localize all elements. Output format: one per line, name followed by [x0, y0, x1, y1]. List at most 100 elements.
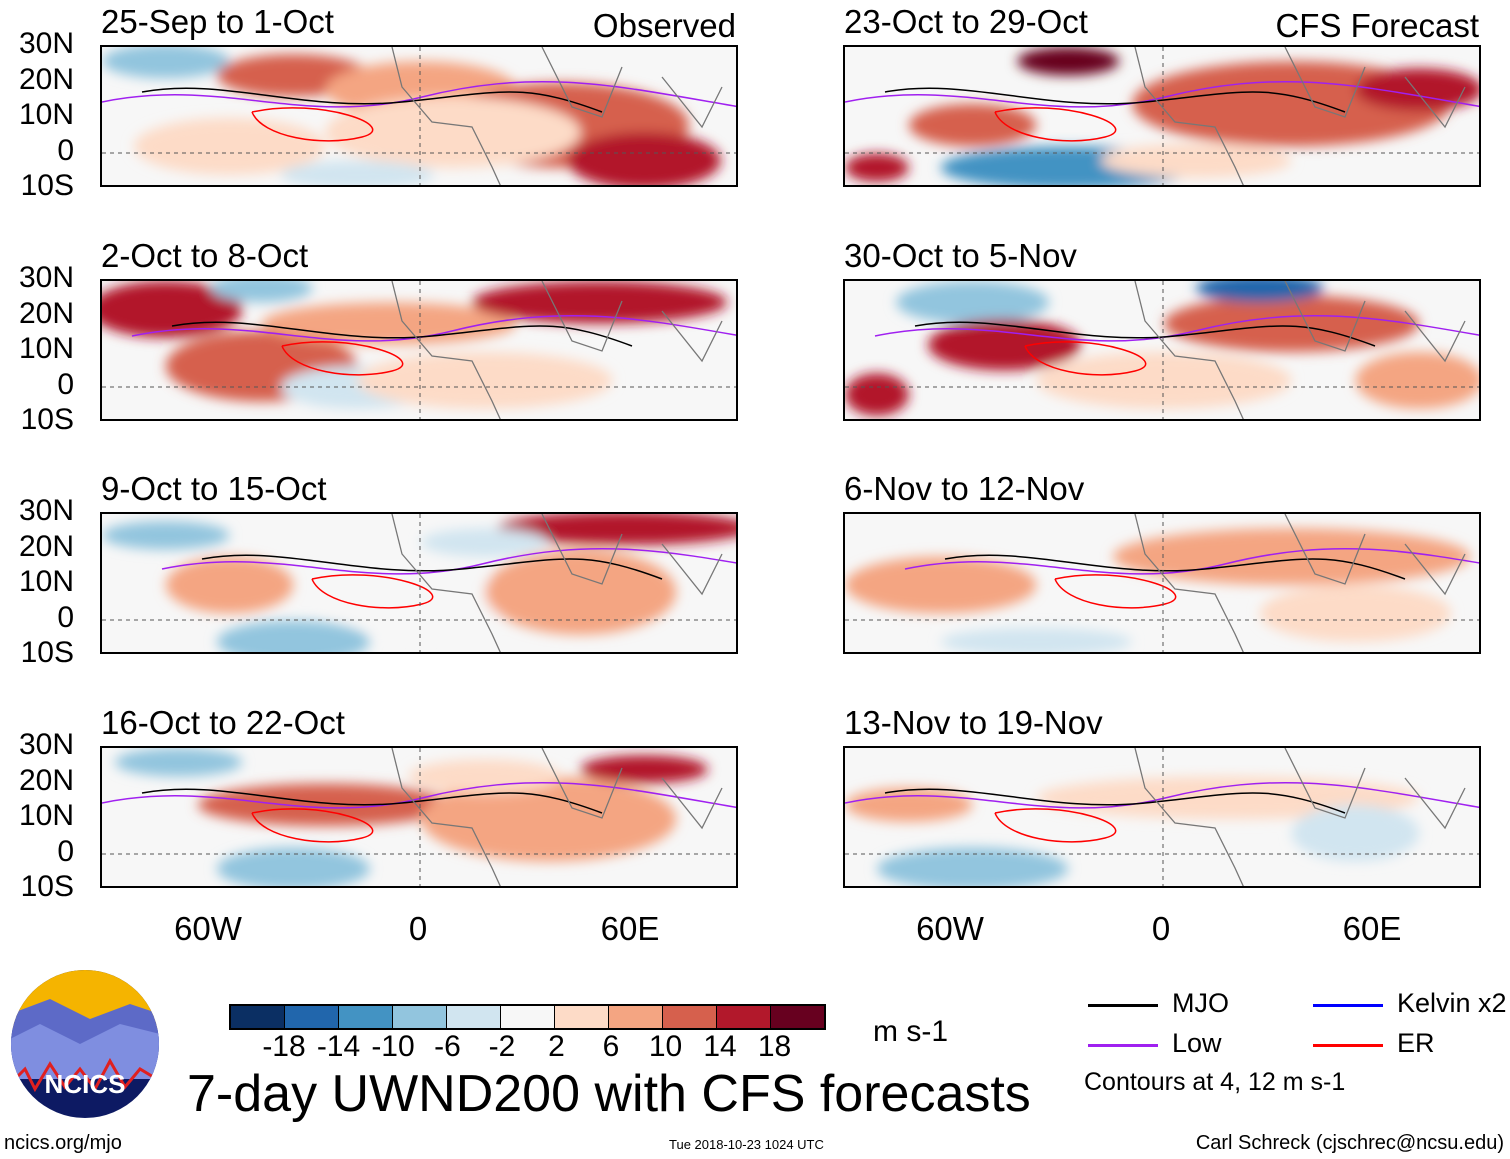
- panel-date-range: 6-Nov to 12-Nov: [844, 470, 1085, 507]
- panel-date-range: 9-Oct to 15-Oct: [101, 470, 327, 507]
- coastline: [391, 514, 723, 652]
- colorbar-swatch: [771, 1006, 824, 1028]
- map-panel: [100, 512, 738, 654]
- lat-label: 10S: [20, 403, 74, 436]
- svg-text:NCICS: NCICS: [45, 1069, 126, 1099]
- wind-anomaly-shading: [325, 96, 581, 168]
- wind-anomaly-shading: [325, 563, 517, 635]
- map-panel: [100, 746, 738, 888]
- wind-anomaly-shading: [876, 847, 1069, 886]
- lat-label: 0: [57, 600, 74, 634]
- colorbar-swatch: [231, 1006, 285, 1028]
- wind-anomaly-shading: [940, 627, 1133, 652]
- wind-anomaly-shading: [1291, 804, 1420, 862]
- lat-label: 10N: [18, 332, 74, 365]
- map-panel: [843, 512, 1481, 654]
- wind-anomaly-shading: [484, 549, 677, 635]
- map-panel: [843, 45, 1481, 187]
- contour-line: [131, 314, 736, 342]
- contour-line: [102, 781, 736, 809]
- wind-anomaly-shading: [580, 755, 709, 784]
- lat-label: 20N: [18, 296, 74, 330]
- contour-line: [141, 87, 603, 113]
- legend-label: Kelvin x2: [1397, 988, 1507, 1018]
- colorbar-tick-label: -18: [262, 1030, 306, 1063]
- lat-label: 30N: [18, 27, 74, 60]
- colorbar-tick-label: 18: [757, 1030, 792, 1063]
- wind-anomaly-shading: [102, 521, 230, 550]
- lon-label: 0: [1151, 910, 1171, 947]
- panel-date-range: 25-Sep to 1-Oct: [101, 3, 334, 40]
- lat-label: 20N: [18, 763, 74, 797]
- wind-anomaly-shading: [908, 103, 1037, 147]
- colorbar-swatch: [663, 1006, 717, 1028]
- footer-url[interactable]: ncics.org/mjo: [4, 1132, 122, 1154]
- panel-date-range: 2-Oct to 8-Oct: [101, 237, 309, 274]
- map-panel: [843, 279, 1481, 421]
- wind-anomaly-shading: [280, 160, 434, 185]
- contour-line: [161, 547, 736, 575]
- colorbar-swatch: [555, 1006, 609, 1028]
- coastline: [391, 47, 723, 185]
- legend-line: [1313, 1004, 1383, 1007]
- colorbar-swatch: [609, 1006, 663, 1028]
- lon-label: 0: [408, 910, 428, 947]
- colorbar-tick-label: -14: [316, 1030, 361, 1063]
- legend-label: ER: [1397, 1028, 1435, 1058]
- lon-label: 60W: [174, 910, 242, 947]
- colorbar-tick-label: 2: [548, 1030, 565, 1063]
- wind-anomaly-shading: [567, 132, 721, 185]
- panel-date-range: 23-Oct to 29-Oct: [844, 3, 1088, 40]
- colorbar-swatch: [717, 1006, 771, 1028]
- contour-line: [914, 321, 1376, 347]
- contours-note: Contours at 4, 12 m s-1: [1084, 1068, 1346, 1096]
- lat-label: 20N: [18, 529, 74, 563]
- footer-timestamp: Tue 2018-10-23 1024 UTC: [669, 1137, 824, 1152]
- wind-anomaly-shading: [1017, 47, 1120, 76]
- lat-label: 10N: [18, 799, 74, 832]
- lon-label: 60W: [916, 910, 984, 947]
- units-label: m s-1: [873, 1015, 948, 1048]
- contour-line: [944, 554, 1406, 580]
- lon-label: 60E: [600, 910, 660, 947]
- wind-anomaly-shading: [216, 847, 370, 886]
- lon-label: 60E: [1342, 910, 1402, 947]
- coastline: [1134, 281, 1466, 419]
- lat-label: 10S: [20, 169, 74, 202]
- legend-label: Low: [1172, 1028, 1222, 1058]
- wind-anomaly-shading: [357, 352, 613, 409]
- lat-label: 10N: [18, 565, 74, 598]
- wind-anomaly-shading: [845, 373, 909, 416]
- contour-line: [141, 788, 603, 814]
- colorbar: [229, 1004, 826, 1030]
- lat-label: 0: [57, 834, 74, 868]
- colorbar-swatch: [393, 1006, 447, 1028]
- wind-anomaly-shading: [1164, 295, 1420, 352]
- wind-anomaly-shading: [197, 783, 453, 827]
- panel-date-range: 16-Oct to 22-Oct: [101, 704, 345, 741]
- coastline: [391, 281, 723, 419]
- contour-line: [281, 341, 404, 376]
- colorbar-tick-label: -10: [371, 1030, 415, 1063]
- lat-label: 30N: [18, 261, 74, 294]
- panel-date-range: 30-Oct to 5-Nov: [844, 237, 1077, 274]
- forecast-label: CFS Forecast: [1275, 7, 1479, 44]
- colorbar-tick-label: -2: [488, 1030, 516, 1063]
- colorbar-tick-label: -6: [434, 1030, 461, 1063]
- wind-anomaly-shading: [165, 556, 294, 614]
- wind-anomaly-shading: [1100, 143, 1292, 178]
- lat-label: 30N: [18, 728, 74, 761]
- lat-label: 0: [57, 367, 74, 401]
- contour-line: [904, 547, 1479, 575]
- legend-line: [1088, 1004, 1158, 1007]
- wind-anomaly-shading: [408, 759, 562, 794]
- lat-label: 30N: [18, 494, 74, 527]
- contour-line: [874, 314, 1479, 342]
- contour-line: [994, 808, 1117, 843]
- wind-anomaly-shading: [1259, 585, 1452, 642]
- lat-label: 20N: [18, 62, 74, 96]
- map-panel: [843, 746, 1481, 888]
- contour-line: [251, 107, 374, 142]
- contour-line: [1024, 341, 1147, 376]
- map-panel: [100, 45, 738, 187]
